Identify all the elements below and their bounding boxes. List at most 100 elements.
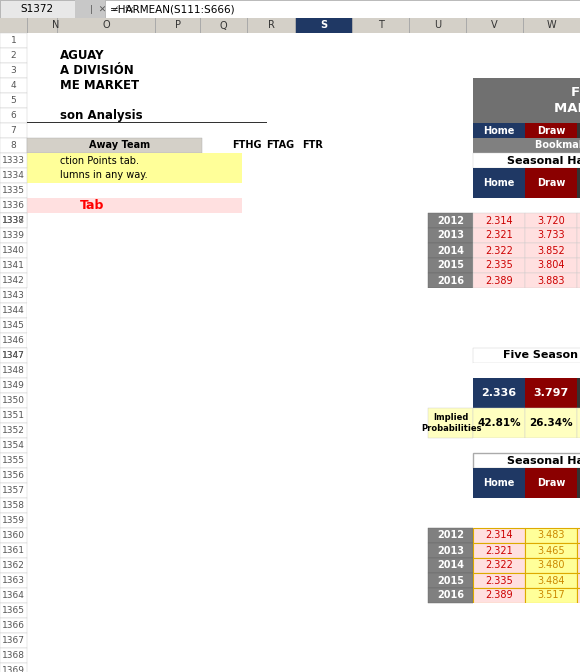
Bar [0, 543, 27, 558]
Text: 2.314: 2.314 [485, 216, 513, 226]
Text: 1366: 1366 [2, 621, 25, 630]
Text: 2.389: 2.389 [485, 591, 513, 601]
Bar [473, 318, 580, 333]
Text: 1363: 1363 [2, 576, 25, 585]
Text: Bookmakers' Highest Odds: Bookmakers' Highest Odds [535, 140, 580, 151]
Text: V: V [491, 21, 498, 30]
Bar [0, 153, 27, 168]
Text: P: P [175, 21, 180, 30]
Text: 2.322: 2.322 [485, 245, 513, 255]
Text: AGUAY: AGUAY [60, 49, 104, 62]
Text: 1354: 1354 [2, 441, 25, 450]
Bar [0, 393, 27, 408]
Bar [0, 333, 27, 348]
Bar [473, 213, 525, 228]
Bar [27, 122, 267, 123]
Bar [577, 468, 580, 498]
Text: Seasonal Harmonic Mean Trends: Seasonal Harmonic Mean Trends [508, 155, 580, 165]
Bar [0, 78, 27, 93]
Text: 2.314: 2.314 [485, 530, 513, 540]
Text: 1365: 1365 [2, 606, 25, 615]
Bar [525, 213, 577, 228]
Bar [577, 543, 580, 558]
Text: 1348: 1348 [2, 366, 25, 375]
Bar [0, 243, 27, 258]
Bar [473, 498, 580, 513]
Text: 1349: 1349 [2, 381, 25, 390]
Bar [0, 273, 27, 288]
Bar [473, 648, 580, 663]
Text: 2014: 2014 [437, 560, 465, 571]
Bar [473, 333, 580, 348]
Text: 3.483: 3.483 [537, 530, 565, 540]
Text: S1372: S1372 [20, 4, 53, 14]
Text: N: N [52, 21, 59, 30]
Bar [0, 258, 27, 273]
Bar [0, 378, 27, 393]
Text: 1342: 1342 [2, 276, 25, 285]
Text: Draw: Draw [537, 478, 565, 488]
Text: 1359: 1359 [2, 516, 25, 525]
Bar [473, 348, 580, 363]
Text: 26.34%: 26.34% [529, 418, 573, 428]
Text: 2012: 2012 [437, 530, 465, 540]
Bar [473, 258, 525, 273]
Text: =HARMEAN(S111:S666): =HARMEAN(S111:S666) [110, 4, 235, 14]
Bar [577, 558, 580, 573]
Text: 3: 3 [10, 66, 16, 75]
Bar [525, 588, 577, 603]
Text: 1360: 1360 [2, 531, 25, 540]
Text: 1350: 1350 [2, 396, 25, 405]
Text: 1340: 1340 [2, 246, 25, 255]
Bar [473, 168, 525, 198]
Text: 2013: 2013 [437, 230, 465, 241]
Text: 3.465: 3.465 [537, 546, 565, 556]
Text: 2.321: 2.321 [485, 546, 513, 556]
Bar [525, 558, 577, 573]
Text: 1362: 1362 [2, 561, 25, 570]
Bar [473, 198, 580, 213]
Bar [0, 468, 27, 483]
Bar [473, 228, 525, 243]
Text: 1333: 1333 [2, 156, 25, 165]
Text: 1347: 1347 [2, 351, 25, 360]
Text: 3.720: 3.720 [537, 216, 565, 226]
Bar [577, 258, 580, 273]
Text: 1336: 1336 [2, 201, 25, 210]
Text: Draw: Draw [537, 126, 565, 136]
Bar [525, 168, 577, 198]
Bar [0, 63, 27, 78]
Text: 2015: 2015 [437, 575, 465, 585]
Text: 1368: 1368 [2, 651, 25, 660]
Bar [0, 213, 27, 228]
Bar [0, 633, 27, 648]
Text: 1344: 1344 [2, 306, 25, 315]
Text: O: O [102, 21, 110, 30]
Bar [428, 543, 473, 558]
Bar [0, 33, 27, 48]
Bar [473, 588, 525, 603]
Text: 1345: 1345 [2, 321, 25, 330]
Bar [577, 228, 580, 243]
Bar [473, 378, 525, 408]
Text: 42.81%: 42.81% [477, 418, 521, 428]
Bar [577, 213, 580, 228]
Bar [428, 273, 473, 288]
Bar [525, 573, 577, 588]
Bar [577, 408, 580, 438]
Bar [0, 558, 27, 573]
Bar [0, 603, 27, 618]
Bar [27, 153, 242, 168]
Bar [0, 168, 27, 183]
Text: 1338: 1338 [2, 216, 25, 225]
Bar [473, 618, 580, 633]
Bar [428, 408, 473, 438]
Text: 2.335: 2.335 [485, 575, 513, 585]
Bar [0, 48, 27, 63]
Bar [0, 408, 27, 423]
Bar [525, 123, 577, 138]
Bar [0, 573, 27, 588]
Bar [473, 603, 580, 618]
Text: |  ✕  ✓  fx: | ✕ ✓ fx [90, 5, 134, 13]
Text: 5: 5 [10, 96, 16, 105]
